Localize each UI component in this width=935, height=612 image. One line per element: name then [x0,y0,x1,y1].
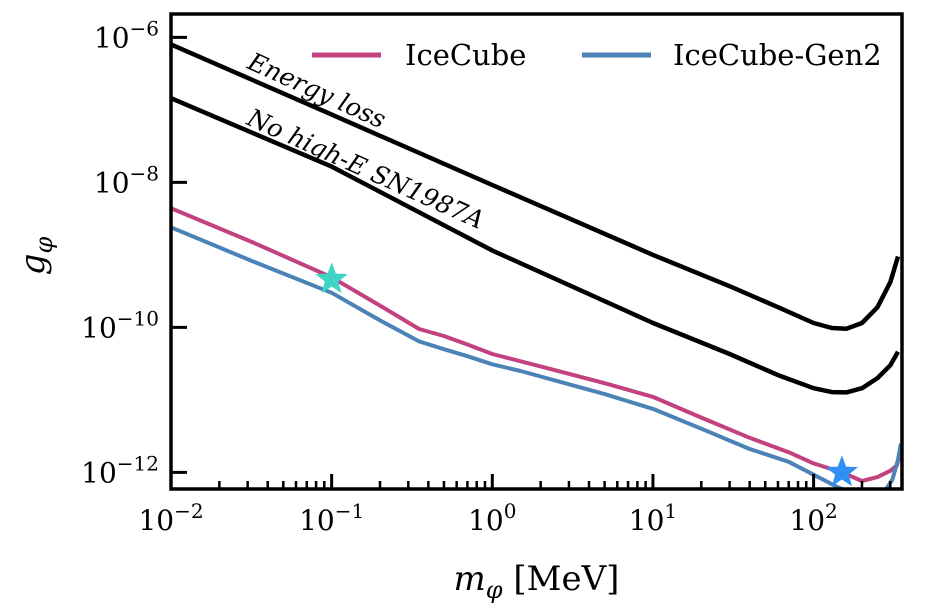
curve-energy-loss [171,42,901,331]
y-tick-label-1e-12: 10−12 [81,451,159,489]
y-tick-label-1e-10: 10−10 [81,306,159,344]
legend-label-icecube: IceCube [405,38,526,72]
y-tick-label-1e-8: 10−8 [94,161,159,199]
star-marker-1 [315,262,348,294]
curve-icecube [171,206,902,483]
axes-frame [169,12,904,491]
legend-label-icecube-gen2: IceCube-Gen2 [673,38,882,72]
x-axis-label: mφ [MeV] [454,559,620,604]
x-tick-label-1e-2: 10−2 [138,499,203,537]
curves-layer [171,42,902,489]
x-tick-label-1e1: 101 [629,499,677,537]
y-tick-label-1e-6: 10−6 [94,16,159,54]
legend: IceCube IceCube-Gen2 [312,38,882,72]
x-tick-label-1e0: 100 [468,499,516,537]
curve-icecube-gen2 [171,225,902,489]
x-tick-label-1e2: 102 [789,499,837,537]
ticks-layer [169,35,892,489]
y-axis-label: gφ [13,237,58,276]
star-marker-2 [825,455,859,487]
x-tick-label-1e-1: 10−1 [299,499,364,537]
curve-no-high-e-sn1987a [171,96,900,395]
